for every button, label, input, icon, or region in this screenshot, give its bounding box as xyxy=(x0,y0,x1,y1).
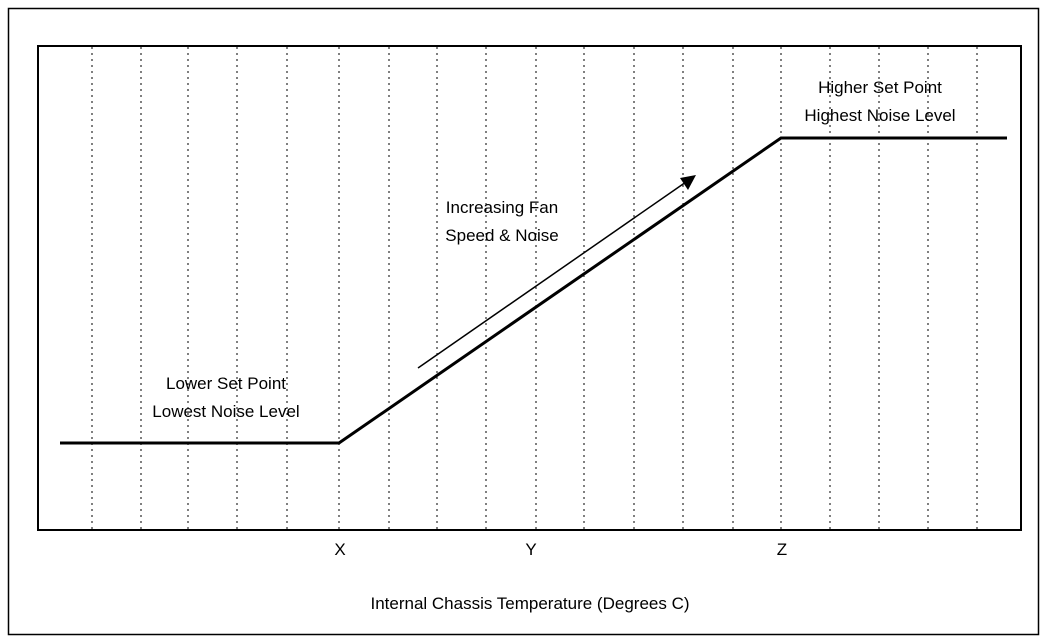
lowest-noise-level-label: Lowest Noise Level xyxy=(152,402,299,421)
tick-z: Z xyxy=(777,540,787,559)
fan-curve xyxy=(60,138,1007,443)
arrow-head-icon xyxy=(680,175,696,190)
x-axis-label: Internal Chassis Temperature (Degrees C) xyxy=(370,594,689,613)
outer-frame xyxy=(9,9,1039,635)
speed-noise-label: Speed & Noise xyxy=(445,226,558,245)
increasing-fan-label: Increasing Fan xyxy=(446,198,558,217)
tick-x: X xyxy=(334,540,345,559)
highest-noise-level-label: Highest Noise Level xyxy=(804,106,955,125)
lower-set-point-label: Lower Set Point xyxy=(166,374,286,393)
higher-set-point-label: Higher Set Point xyxy=(818,78,942,97)
tick-y: Y xyxy=(525,540,536,559)
